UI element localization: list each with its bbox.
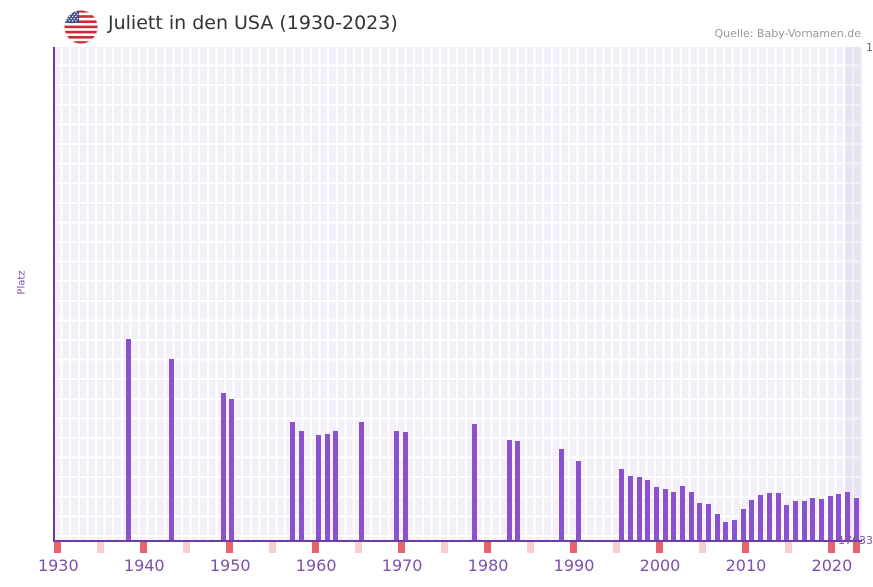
- x-tick-minor: [268, 542, 276, 553]
- chart-header: Juliett in den USA (1930-2023) Quelle: B…: [0, 0, 873, 47]
- bar[interactable]: [506, 440, 512, 541]
- x-tick-major: [853, 542, 861, 553]
- x-axis-label: 2020: [811, 556, 853, 575]
- x-axis-line: [53, 540, 862, 542]
- x-tick-minor: [440, 542, 448, 553]
- bar[interactable]: [706, 504, 711, 541]
- bar[interactable]: [402, 432, 408, 541]
- bar[interactable]: [740, 509, 746, 541]
- x-axis-label: 1960: [295, 556, 337, 575]
- x-tick-major: [827, 542, 835, 553]
- bar[interactable]: [627, 476, 633, 541]
- bar[interactable]: [697, 503, 703, 541]
- bar[interactable]: [653, 487, 659, 541]
- x-tick-minor: [96, 542, 105, 553]
- x-axis-label: 1930: [37, 556, 79, 575]
- bars-layer: [54, 47, 862, 541]
- bar[interactable]: [359, 422, 365, 541]
- bar[interactable]: [393, 431, 399, 541]
- bar[interactable]: [220, 393, 226, 541]
- x-axis-label: 1950: [209, 556, 251, 575]
- x-tick-major: [397, 542, 405, 553]
- x-tick-minor: [784, 542, 792, 553]
- x-tick-minor: [612, 542, 620, 553]
- y-axis-tick-bottom: 17633: [838, 534, 873, 547]
- bar[interactable]: [619, 469, 625, 541]
- x-axis-ticks: [54, 542, 862, 553]
- bar[interactable]: [801, 501, 807, 541]
- bar[interactable]: [792, 501, 798, 541]
- future-shaded-region: [844, 47, 862, 541]
- bar[interactable]: [316, 435, 321, 541]
- bar[interactable]: [818, 499, 824, 541]
- y-axis-line: [53, 47, 55, 541]
- bar[interactable]: [810, 498, 816, 541]
- bar[interactable]: [645, 480, 651, 541]
- bar[interactable]: [723, 522, 729, 541]
- y-axis-tick-top: 1: [866, 41, 873, 54]
- x-tick-major: [483, 542, 491, 553]
- x-tick-major: [225, 542, 233, 553]
- bar[interactable]: [836, 494, 842, 541]
- x-axis-label: 1990: [553, 556, 595, 575]
- bar[interactable]: [290, 422, 295, 541]
- x-tick-minor: [354, 542, 362, 553]
- x-axis-label: 1980: [467, 556, 509, 575]
- x-tick-major: [139, 542, 148, 553]
- x-tick-major: [311, 542, 319, 553]
- bar[interactable]: [732, 520, 737, 541]
- bar[interactable]: [688, 492, 694, 541]
- x-axis-label: 2000: [639, 556, 681, 575]
- bar[interactable]: [749, 500, 755, 541]
- bar[interactable]: [766, 493, 772, 541]
- us-flag-icon: [64, 10, 98, 44]
- x-tick-minor: [526, 542, 534, 553]
- bar[interactable]: [333, 431, 339, 541]
- x-axis-label: 1940: [123, 556, 165, 575]
- x-axis-label: 2010: [725, 556, 767, 575]
- bar[interactable]: [125, 339, 131, 541]
- bar[interactable]: [298, 431, 304, 541]
- source-attribution: Quelle: Baby-Vornamen.de: [714, 27, 861, 40]
- bar[interactable]: [853, 498, 859, 541]
- bar[interactable]: [671, 492, 677, 541]
- bar[interactable]: [168, 359, 174, 541]
- bar[interactable]: [714, 514, 720, 541]
- x-tick-minor: [698, 542, 706, 553]
- bar[interactable]: [471, 424, 477, 541]
- bar[interactable]: [775, 493, 781, 541]
- x-tick-minor: [182, 542, 191, 553]
- bar[interactable]: [827, 496, 833, 541]
- x-tick-major: [54, 542, 62, 553]
- bar[interactable]: [324, 434, 330, 541]
- bar[interactable]: [679, 486, 685, 541]
- x-tick-major: [655, 542, 663, 553]
- x-tick-major: [569, 542, 577, 553]
- x-tick-major: [741, 542, 749, 553]
- bar[interactable]: [636, 477, 642, 541]
- bar[interactable]: [844, 492, 850, 541]
- page-title: Juliett in den USA (1930-2023): [108, 12, 398, 34]
- chart-plot-area: [54, 47, 862, 541]
- bar[interactable]: [575, 461, 581, 541]
- bar[interactable]: [515, 441, 521, 541]
- bar[interactable]: [758, 495, 764, 541]
- x-axis-label: 1970: [381, 556, 423, 575]
- grid-horizontal: [54, 47, 862, 541]
- bar[interactable]: [558, 449, 564, 541]
- x-axis-labels: 1930 1940 1950 1960 1970 1980 1990 2000 2010 2020: [0, 556, 873, 582]
- bar[interactable]: [784, 505, 790, 541]
- bar[interactable]: [662, 489, 668, 541]
- y-axis-title: Platz: [16, 270, 28, 295]
- bar[interactable]: [229, 399, 235, 541]
